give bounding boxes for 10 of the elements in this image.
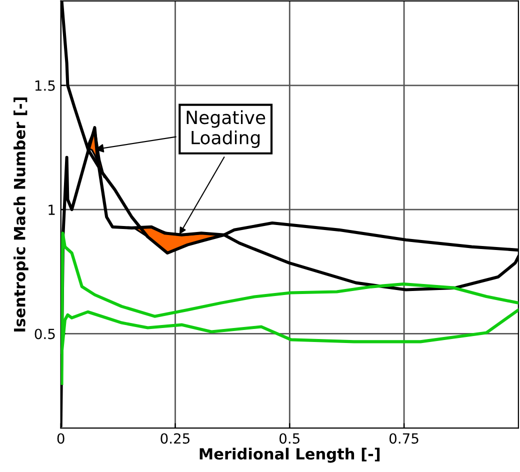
x-tick-label: 0.25 bbox=[160, 433, 190, 444]
x-tick-label: 0.75 bbox=[389, 433, 418, 444]
x-tick-label: 0.5 bbox=[280, 433, 300, 444]
y-axis-title: Isentropic Mach Number [-] bbox=[14, 97, 28, 332]
x-tick-label: 0 bbox=[57, 433, 64, 444]
annotation: Negative Loading bbox=[186, 110, 266, 148]
y-tick-label: 1.5 bbox=[35, 80, 55, 91]
y-tick-label: 1 bbox=[48, 204, 55, 215]
y-tick-label: 0.5 bbox=[34, 328, 55, 340]
x-axis-title: Meridional Length [-] bbox=[200, 448, 380, 463]
